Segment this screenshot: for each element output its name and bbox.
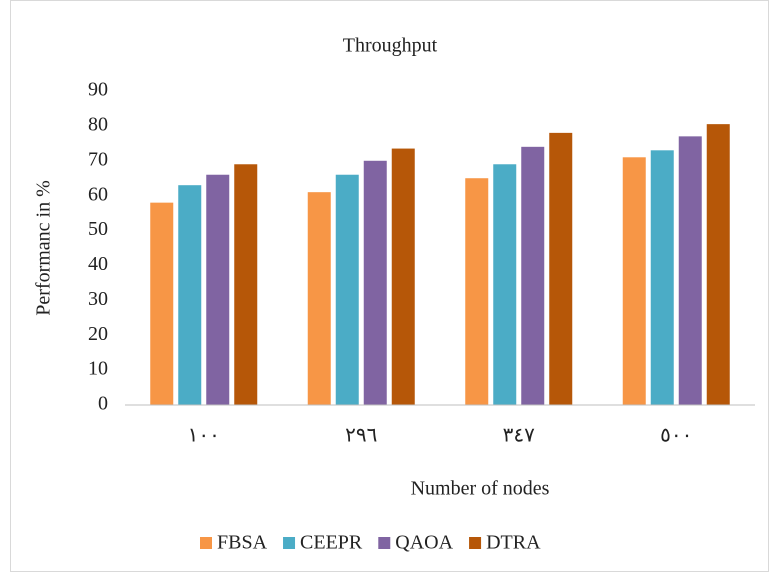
bar [363, 160, 387, 405]
bar [493, 164, 517, 405]
bar [465, 178, 489, 405]
x-tick-label: ١٠٠ [188, 425, 220, 447]
bar [678, 136, 702, 405]
legend-label: DTRA [486, 532, 541, 554]
y-tick-label: 20 [88, 323, 108, 345]
bar [706, 124, 730, 406]
x-tick-label: ٥٠٠ [660, 425, 692, 447]
bar [178, 185, 202, 405]
x-tick-label: ٣٤٧ [503, 425, 535, 447]
bar [150, 202, 174, 405]
legend-label: CEEPR [300, 532, 363, 554]
legend-swatch [200, 537, 212, 549]
x-axis-title: Number of nodes [411, 478, 550, 500]
y-tick-label: 60 [88, 183, 108, 205]
y-tick-label: 40 [88, 253, 108, 275]
legend-swatch [283, 537, 296, 549]
bar [307, 192, 331, 405]
legend-label: QAOA [395, 532, 453, 554]
bar [622, 157, 646, 405]
legend-swatch [378, 537, 391, 549]
y-tick-label: 30 [88, 288, 108, 310]
chart-title: Throughput [343, 35, 438, 57]
bar [549, 132, 573, 405]
legend-swatch [469, 537, 482, 549]
bar [206, 174, 230, 405]
y-tick-label: 80 [88, 113, 108, 135]
bar [391, 148, 415, 406]
bar [234, 164, 258, 405]
bar [650, 150, 674, 405]
x-tick-label: ٢٩٦ [345, 425, 377, 447]
y-tick-label: 70 [88, 148, 108, 170]
y-tick-label: 90 [88, 79, 108, 101]
y-axis-title: Performanc in % [33, 180, 55, 316]
y-tick-label: 50 [88, 218, 108, 240]
bar [521, 146, 545, 406]
y-tick-label: 0 [98, 393, 108, 415]
y-tick-label: 10 [88, 358, 108, 380]
bar [335, 174, 359, 405]
legend-label: FBSA [217, 532, 268, 554]
